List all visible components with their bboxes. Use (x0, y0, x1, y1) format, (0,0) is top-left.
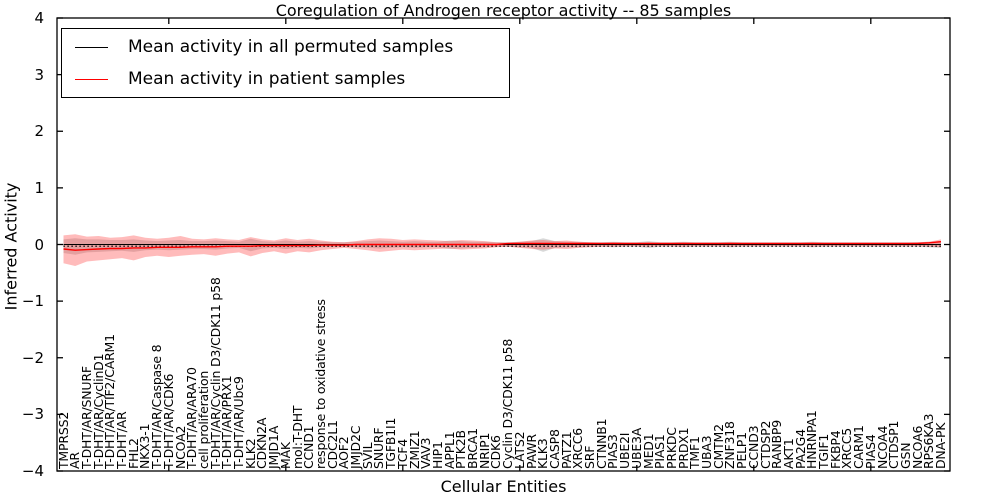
legend-line-sample-red-icon (75, 78, 108, 80)
y-tick-label: 3 (34, 65, 44, 84)
y-tick-label: 4 (34, 9, 44, 27)
patient-mean-line (63, 241, 942, 251)
chart-title: Coregulation of Androgen receptor activi… (275, 1, 732, 20)
y-tick-label: 1 (34, 178, 44, 197)
legend-label: Mean activity in all permuted samples (128, 37, 454, 57)
permuted-samples-range-band (63, 238, 941, 255)
x-tick-label: DNA-PK (933, 422, 948, 469)
legend-entry-permuted: Mean activity in all permuted samples (75, 33, 509, 61)
legend: Mean activity in all permuted samples Me… (61, 28, 510, 98)
y-tick-label: −1 (21, 292, 44, 311)
legend-label: Mean activity in patient samples (128, 69, 406, 89)
y-tick-label: −2 (21, 348, 44, 367)
y-tick-label: −4 (21, 462, 44, 480)
y-tick-label: 2 (34, 122, 44, 141)
patient-samples-range-band (63, 234, 941, 266)
x-axis-label: Cellular Entities (440, 477, 567, 496)
y-tick-label: 0 (34, 235, 44, 254)
legend-entry-patient: Mean activity in patient samples (75, 65, 509, 93)
y-tick-label: −3 (21, 405, 44, 424)
legend-line-sample-black-icon (75, 46, 108, 48)
